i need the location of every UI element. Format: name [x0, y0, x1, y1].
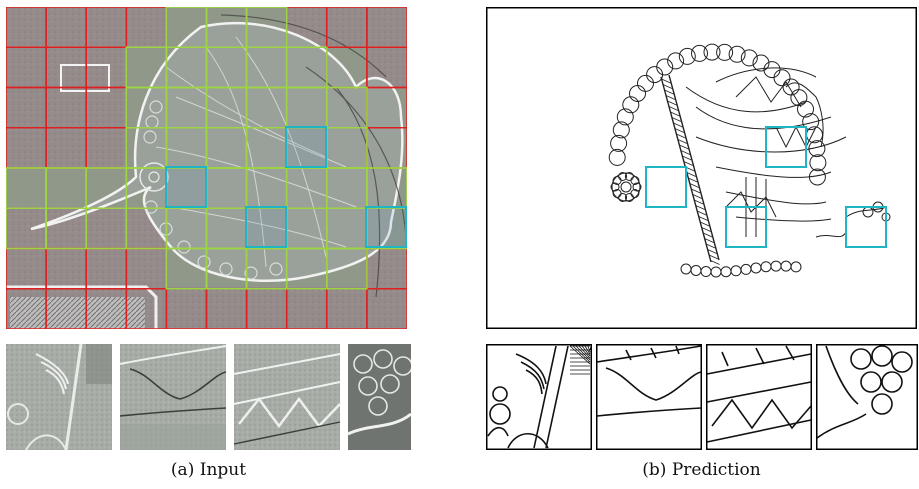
input-panel [6, 7, 407, 329]
input-crop-3 [233, 344, 341, 450]
prediction-crop-1 [486, 344, 592, 450]
caption-prediction: (b) Prediction [642, 460, 761, 480]
caption-input: (a) Input [170, 460, 247, 480]
input-crops [6, 344, 411, 450]
prediction-crop-4 [816, 344, 918, 450]
input-crop-2 [119, 344, 227, 450]
input-crop-1 [6, 344, 112, 450]
input-micrograph [6, 7, 407, 329]
input-crop-4 [347, 344, 411, 450]
prediction-crop-3 [706, 344, 812, 450]
prediction-sketch [486, 7, 917, 329]
prediction-panel [486, 7, 917, 329]
prediction-crops [486, 344, 918, 450]
